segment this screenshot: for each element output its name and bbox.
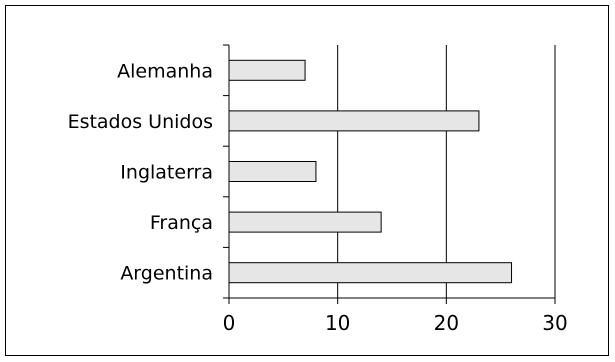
grid-lines <box>337 45 556 298</box>
bar-3 <box>228 211 382 233</box>
category-label-1: Estados Unidos <box>68 111 213 133</box>
bars <box>228 59 513 284</box>
bar-1 <box>228 110 480 132</box>
category-label-3: França <box>150 212 213 234</box>
bar-0 <box>228 59 306 81</box>
bar-2 <box>228 161 317 182</box>
x-tick-label-30: 30 <box>542 311 567 335</box>
bar-4 <box>228 262 513 284</box>
category-label-4: Argentina <box>120 263 213 285</box>
x-tick-labels: 0 10 20 30 <box>223 311 568 335</box>
x-tick-label-20: 20 <box>434 311 459 335</box>
category-label-2: Inglaterra <box>120 162 213 184</box>
x-tick-label-10: 10 <box>325 311 350 335</box>
x-tick-label-0: 0 <box>223 311 236 335</box>
category-labels: Alemanha Estados Unidos Inglaterra França Ar… <box>68 60 213 284</box>
axes <box>223 44 556 304</box>
category-label-0: Alemanha <box>117 60 213 82</box>
